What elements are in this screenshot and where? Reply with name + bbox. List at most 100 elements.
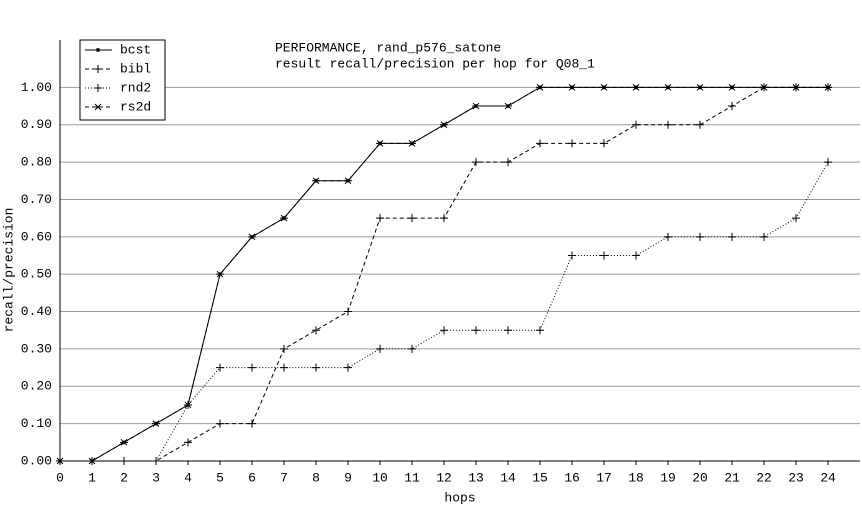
x-tick-label: 6	[248, 470, 256, 485]
point-marker	[408, 140, 416, 147]
point-marker	[696, 84, 704, 91]
point-marker	[696, 120, 704, 129]
x-tick-label: 16	[564, 470, 580, 485]
y-tick-label: 0.60	[21, 229, 52, 244]
point-marker	[536, 139, 544, 148]
y-tick-label: 1.00	[21, 80, 52, 95]
point-marker	[344, 307, 352, 316]
x-tick-label: 1	[88, 470, 96, 485]
point-marker	[248, 419, 256, 428]
x-tick-label: 11	[404, 470, 420, 485]
point-marker	[344, 363, 352, 372]
point-marker	[280, 344, 288, 353]
legend-marker	[96, 48, 100, 52]
point-marker	[728, 232, 736, 241]
point-marker	[536, 84, 544, 91]
point-marker	[504, 102, 512, 110]
x-tick-label: 21	[724, 470, 740, 485]
legend-label: bibl	[120, 61, 151, 76]
x-tick-label: 3	[152, 470, 160, 485]
y-axis-label: recall/precision	[1, 208, 16, 333]
point-marker	[760, 84, 768, 91]
point-marker	[600, 251, 608, 260]
x-tick-label: 22	[756, 470, 772, 485]
x-tick-label: 15	[532, 470, 548, 485]
point-marker	[152, 457, 160, 465]
x-tick-label: 18	[628, 470, 644, 485]
y-tick-label: 0.50	[21, 267, 52, 282]
x-tick-label: 20	[692, 470, 708, 485]
point-marker	[696, 232, 704, 241]
x-tick-label: 7	[280, 470, 288, 485]
point-marker	[56, 457, 64, 465]
x-tick-label: 10	[372, 470, 388, 485]
chart-title: PERFORMANCE, rand_p576_satone	[275, 40, 501, 55]
x-axis-label: hops	[444, 490, 475, 505]
point-marker	[728, 84, 736, 91]
point-marker	[312, 177, 320, 185]
point-marker	[600, 84, 608, 91]
point-marker	[632, 251, 640, 260]
point-marker	[440, 121, 448, 129]
point-marker	[504, 158, 512, 167]
x-tick-label: 13	[468, 470, 484, 485]
legend-marker	[94, 84, 102, 92]
x-tick-label: 5	[216, 470, 224, 485]
point-marker	[728, 102, 736, 111]
legend-label: bcst	[120, 42, 151, 57]
point-marker	[568, 251, 576, 260]
point-marker	[632, 120, 640, 129]
point-marker	[376, 214, 384, 223]
y-tick-label: 0.40	[21, 304, 52, 319]
point-marker	[152, 420, 160, 427]
point-marker	[440, 326, 448, 335]
x-tick-label: 2	[120, 470, 128, 485]
point-marker	[760, 232, 768, 241]
x-tick-label: 0	[56, 470, 64, 485]
point-marker	[472, 102, 480, 110]
point-marker	[440, 214, 448, 223]
x-tick-label: 14	[500, 470, 516, 485]
y-tick-label: 0.10	[21, 416, 52, 431]
point-marker	[88, 457, 96, 465]
point-marker	[312, 363, 320, 372]
x-tick-label: 24	[820, 470, 836, 485]
point-marker	[376, 344, 384, 353]
x-tick-label: 17	[596, 470, 612, 485]
legend-label: rnd2	[120, 80, 151, 95]
point-marker	[280, 214, 288, 222]
point-marker	[664, 120, 672, 129]
y-tick-label: 0.20	[21, 379, 52, 394]
point-marker	[184, 401, 192, 409]
y-tick-label: 0.80	[21, 155, 52, 170]
point-marker	[120, 457, 128, 465]
point-marker	[504, 326, 512, 335]
legend-label: rs2d	[120, 99, 151, 114]
y-tick-label: 0.30	[21, 341, 52, 356]
point-marker	[664, 232, 672, 241]
x-tick-label: 23	[788, 470, 804, 485]
point-marker	[216, 363, 224, 372]
point-marker	[824, 84, 832, 91]
point-marker	[792, 214, 800, 223]
point-marker	[472, 158, 480, 167]
y-tick-label: 0.90	[21, 117, 52, 132]
point-marker	[184, 438, 192, 447]
point-marker	[408, 344, 416, 353]
y-tick-label: 0.70	[21, 192, 52, 207]
point-marker	[312, 326, 320, 335]
x-tick-label: 8	[312, 470, 320, 485]
point-marker	[120, 438, 128, 446]
point-marker	[472, 326, 480, 335]
x-tick-label: 19	[660, 470, 676, 485]
point-marker	[568, 139, 576, 148]
point-marker	[248, 363, 256, 372]
point-marker	[664, 84, 672, 91]
point-marker	[536, 326, 544, 335]
point-marker	[216, 270, 224, 278]
legend-marker	[94, 65, 102, 73]
point-marker	[408, 214, 416, 223]
point-marker	[280, 363, 288, 372]
x-tick-label: 9	[344, 470, 352, 485]
